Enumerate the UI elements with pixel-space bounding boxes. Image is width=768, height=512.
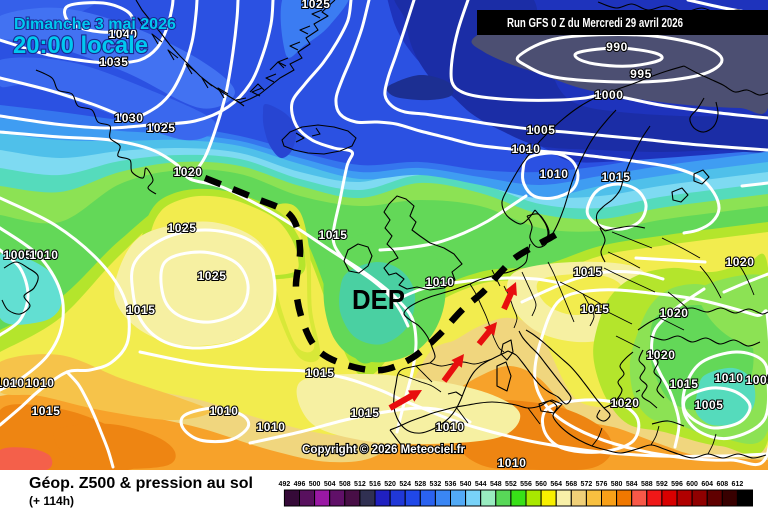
- svg-text:1005: 1005: [526, 123, 555, 137]
- svg-text:1025: 1025: [301, 0, 330, 11]
- svg-text:600: 600: [686, 481, 698, 488]
- svg-text:504: 504: [324, 481, 336, 488]
- svg-text:Dimanche 3 mai 2026: Dimanche 3 mai 2026: [14, 16, 176, 33]
- svg-text:560: 560: [535, 481, 547, 488]
- svg-text:1015: 1015: [31, 404, 60, 418]
- svg-text:532: 532: [430, 481, 442, 488]
- svg-text:Copyright © 2026 Meteociel.fr: Copyright © 2026 Meteociel.fr: [302, 444, 466, 456]
- svg-text:564: 564: [550, 481, 562, 488]
- svg-text:1015: 1015: [580, 302, 609, 316]
- svg-text:516: 516: [369, 481, 381, 488]
- svg-text:1015: 1015: [350, 406, 379, 420]
- svg-text:1020: 1020: [173, 165, 202, 179]
- svg-text:1000: 1000: [594, 88, 623, 102]
- svg-text:536: 536: [445, 481, 457, 488]
- svg-text:596: 596: [671, 481, 683, 488]
- svg-text:1020: 1020: [610, 396, 639, 410]
- svg-text:990: 990: [606, 40, 628, 54]
- svg-text:1010: 1010: [25, 376, 54, 390]
- svg-text:612: 612: [732, 481, 744, 488]
- svg-text:552: 552: [505, 481, 517, 488]
- svg-text:1025: 1025: [197, 269, 226, 283]
- svg-text:544: 544: [475, 481, 487, 488]
- svg-text:1015: 1015: [573, 265, 602, 279]
- svg-text:20:00 locale: 20:00 locale: [13, 32, 148, 59]
- svg-text:1005: 1005: [3, 248, 32, 262]
- svg-text:1005: 1005: [745, 373, 768, 387]
- svg-text:1010: 1010: [497, 456, 526, 470]
- svg-text:1010: 1010: [714, 371, 743, 385]
- svg-text:1020: 1020: [646, 348, 675, 362]
- svg-text:540: 540: [460, 481, 472, 488]
- svg-text:DEP: DEP: [352, 284, 405, 315]
- svg-text:1010: 1010: [256, 420, 285, 434]
- svg-text:1030: 1030: [114, 111, 143, 125]
- svg-text:1010: 1010: [0, 376, 25, 390]
- svg-text:Géop. Z500 & pression au sol: Géop. Z500 & pression au sol: [29, 475, 253, 492]
- svg-text:576: 576: [596, 481, 608, 488]
- svg-text:1020: 1020: [725, 255, 754, 269]
- svg-text:592: 592: [656, 481, 668, 488]
- svg-text:608: 608: [716, 481, 728, 488]
- svg-text:604: 604: [701, 481, 713, 488]
- svg-text:512: 512: [354, 481, 366, 488]
- svg-text:1010: 1010: [29, 248, 58, 262]
- svg-text:(+ 114h): (+ 114h): [29, 494, 74, 508]
- svg-text:1015: 1015: [318, 228, 347, 242]
- svg-text:584: 584: [626, 481, 638, 488]
- svg-text:1010: 1010: [435, 420, 464, 434]
- svg-text:588: 588: [641, 481, 653, 488]
- svg-text:500: 500: [309, 481, 321, 488]
- svg-text:Run GFS 0 Z du Mercredi 29 avr: Run GFS 0 Z du Mercredi 29 avril 2026: [507, 15, 683, 30]
- svg-text:1010: 1010: [209, 404, 238, 418]
- svg-text:1010: 1010: [539, 167, 568, 181]
- svg-text:520: 520: [384, 481, 396, 488]
- svg-text:1005: 1005: [694, 398, 723, 412]
- svg-text:1010: 1010: [511, 142, 540, 156]
- svg-text:1015: 1015: [305, 366, 334, 380]
- svg-text:548: 548: [490, 481, 502, 488]
- svg-text:528: 528: [414, 481, 426, 488]
- svg-text:995: 995: [630, 67, 652, 81]
- svg-text:524: 524: [399, 481, 411, 488]
- svg-text:1035: 1035: [99, 55, 128, 69]
- svg-text:1015: 1015: [126, 303, 155, 317]
- svg-text:568: 568: [565, 481, 577, 488]
- svg-text:1010: 1010: [425, 275, 454, 289]
- svg-text:496: 496: [294, 481, 306, 488]
- svg-text:556: 556: [520, 481, 532, 488]
- svg-text:508: 508: [339, 481, 351, 488]
- svg-text:1025: 1025: [146, 121, 175, 135]
- svg-text:1015: 1015: [669, 377, 698, 391]
- svg-text:580: 580: [611, 481, 623, 488]
- svg-text:1025: 1025: [167, 221, 196, 235]
- svg-text:572: 572: [581, 481, 593, 488]
- svg-text:492: 492: [279, 481, 291, 488]
- svg-text:1020: 1020: [659, 306, 688, 320]
- svg-text:1040: 1040: [108, 27, 137, 41]
- svg-text:1015: 1015: [601, 170, 630, 184]
